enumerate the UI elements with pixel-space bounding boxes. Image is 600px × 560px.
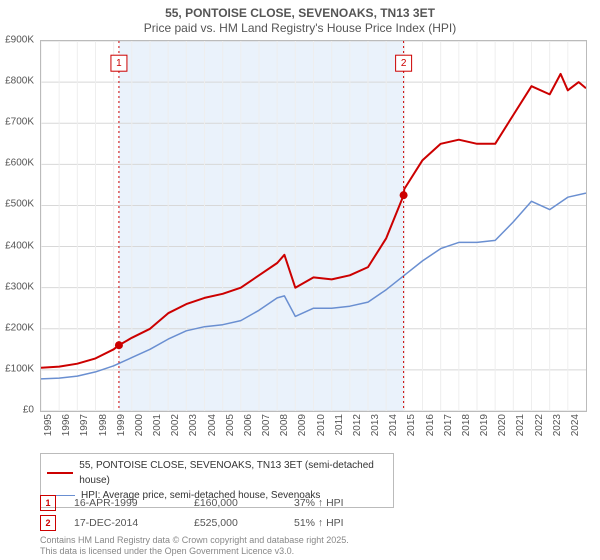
x-tick-label: 2017: [443, 414, 454, 436]
attribution-line-2: This data is licensed under the Open Gov…: [40, 546, 349, 557]
x-tick-label: 2008: [279, 414, 290, 436]
x-tick-label: 2021: [515, 414, 526, 436]
x-tick-label: 2003: [188, 414, 199, 436]
sale-badge: 1: [40, 495, 56, 511]
y-tick-label: £300K: [5, 281, 34, 292]
title-line-1: 55, PONTOISE CLOSE, SEVENOAKS, TN13 3ET: [0, 6, 600, 20]
x-tick-label: 2012: [352, 414, 363, 436]
legend-swatch: [47, 472, 73, 474]
x-tick-label: 2002: [170, 414, 181, 436]
x-tick-label: 2001: [152, 414, 163, 436]
y-tick-label: £600K: [5, 158, 34, 169]
x-tick-label: 2007: [261, 414, 272, 436]
sale-price: £525,000: [194, 517, 294, 529]
chart-plot-area: 12: [40, 40, 587, 412]
x-tick-label: 2015: [406, 414, 417, 436]
y-axis-labels: £0£100K£200K£300K£400K£500K£600K£700K£80…: [0, 40, 38, 410]
x-tick-label: 2019: [479, 414, 490, 436]
legend-row: 55, PONTOISE CLOSE, SEVENOAKS, TN13 3ET …: [47, 458, 387, 488]
svg-text:2: 2: [401, 58, 407, 69]
x-tick-label: 2000: [134, 414, 145, 436]
chart-svg: 12: [41, 41, 586, 411]
x-tick-label: 2022: [534, 414, 545, 436]
sale-pct: 51% ↑ HPI: [294, 517, 394, 529]
x-tick-label: 2005: [225, 414, 236, 436]
x-tick-label: 2016: [425, 414, 436, 436]
x-tick-label: 2006: [243, 414, 254, 436]
sale-date: 16-APR-1999: [74, 497, 194, 509]
sale-pct: 37% ↑ HPI: [294, 497, 394, 509]
x-tick-label: 2018: [461, 414, 472, 436]
sale-row: 2 17-DEC-2014£525,00051% ↑ HPI: [40, 515, 394, 531]
y-tick-label: £700K: [5, 117, 34, 128]
x-tick-label: 1995: [43, 414, 54, 436]
sale-events: 1 16-APR-1999£160,00037% ↑ HPI 2 17-DEC-201…: [40, 495, 394, 535]
legend-label: 55, PONTOISE CLOSE, SEVENOAKS, TN13 3ET …: [79, 458, 387, 488]
sale-price: £160,000: [194, 497, 294, 509]
x-tick-label: 2023: [552, 414, 563, 436]
sale-date: 17-DEC-2014: [74, 517, 194, 529]
sale-badge: 2: [40, 515, 56, 531]
y-tick-label: £900K: [5, 35, 34, 46]
title-line-2: Price paid vs. HM Land Registry's House …: [0, 21, 600, 35]
svg-text:1: 1: [116, 58, 122, 69]
x-tick-label: 2024: [570, 414, 581, 436]
y-tick-label: £0: [23, 405, 34, 416]
sale-row: 1 16-APR-1999£160,00037% ↑ HPI: [40, 495, 394, 511]
y-tick-label: £400K: [5, 240, 34, 251]
x-tick-label: 2009: [297, 414, 308, 436]
x-tick-label: 2011: [334, 414, 345, 436]
x-tick-label: 1996: [61, 414, 72, 436]
x-tick-label: 2014: [388, 414, 399, 436]
y-tick-label: £500K: [5, 199, 34, 210]
x-tick-label: 1998: [98, 414, 109, 436]
x-tick-label: 2013: [370, 414, 381, 436]
y-tick-label: £100K: [5, 363, 34, 374]
x-tick-label: 2004: [207, 414, 218, 436]
x-tick-label: 1997: [79, 414, 90, 436]
chart-title: 55, PONTOISE CLOSE, SEVENOAKS, TN13 3ET …: [0, 0, 600, 35]
y-tick-label: £800K: [5, 76, 34, 87]
attribution-line-1: Contains HM Land Registry data © Crown c…: [40, 535, 349, 546]
attribution: Contains HM Land Registry data © Crown c…: [40, 535, 349, 558]
x-tick-label: 2010: [316, 414, 327, 436]
x-tick-label: 1999: [116, 414, 127, 436]
x-tick-label: 2020: [497, 414, 508, 436]
y-tick-label: £200K: [5, 322, 34, 333]
x-axis-labels: 1995 1996 1997 1998 1999 2000 2001 2002 2003 2004…: [40, 414, 585, 450]
